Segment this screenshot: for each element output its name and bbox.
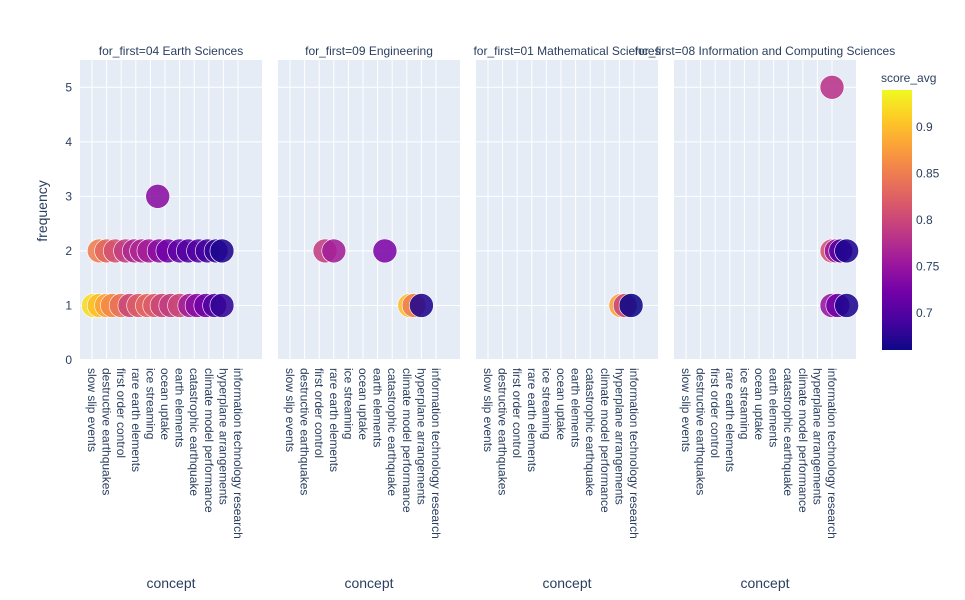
x-tick-label: slow slip events xyxy=(283,368,297,452)
x-tick-label: rare earth elements xyxy=(327,368,341,472)
data-point xyxy=(145,184,170,209)
colorbar: score_avg 0.7 0.75 0.8 0.85 0.9 xyxy=(881,71,940,350)
colorbar-tick-label: 0.7 xyxy=(916,306,933,320)
x-tick-label: catastrophic earthquake xyxy=(385,368,399,496)
x-tick-label: destructive earthquakes xyxy=(100,368,114,495)
y-tick-label: 2 xyxy=(65,244,72,258)
x-tick-label: catastrophic earthquake xyxy=(781,368,795,496)
x-tick-label: slow slip events xyxy=(85,368,99,452)
x-tick-label: ice streaming xyxy=(539,368,553,439)
facet-points xyxy=(81,184,235,318)
x-tick-label: climate model performance xyxy=(202,368,216,513)
facet-panel: for_first=09 Engineering slow slip events… xyxy=(278,44,460,591)
x-tick-label: hyperplane arrangements xyxy=(216,368,230,505)
facet-title: for_first=08 Information and Computing S… xyxy=(635,44,895,58)
facet-panel: for_first=08 Information and Computing S… xyxy=(635,44,895,591)
facet-title: for_first=04 Earth Sciences xyxy=(99,44,243,58)
x-tick-label: information technology research xyxy=(429,368,443,539)
data-point xyxy=(819,74,845,100)
y-tick-label: 1 xyxy=(65,298,72,312)
plot-background xyxy=(278,60,460,360)
x-tick-label: rare earth elements xyxy=(525,368,539,472)
x-tick-label: hyperplane arrangements xyxy=(810,368,824,505)
y-tick-label: 0 xyxy=(65,353,72,367)
colorbar-tick-label: 0.85 xyxy=(916,167,940,181)
x-tick-label: earth elements xyxy=(569,368,583,447)
x-tick-label: information technology research xyxy=(231,368,245,539)
x-tick-label: first order control xyxy=(312,368,326,458)
facet-panel: for_first=04 Earth Sciences slow slip eve… xyxy=(80,44,262,591)
facet-title: for_first=09 Engineering xyxy=(305,44,433,58)
y-tick-label: 3 xyxy=(65,189,72,203)
x-tick-label: first order control xyxy=(114,368,128,458)
y-axis: 0 1 2 3 4 5 xyxy=(65,80,72,367)
facet-points xyxy=(312,238,434,318)
x-tick-label: destructive earthquakes xyxy=(298,368,312,495)
x-tick-label: catastrophic earthquake xyxy=(583,368,597,496)
y-tick-label: 5 xyxy=(65,80,72,94)
data-point xyxy=(372,238,398,264)
x-tick-label: hyperplane arrangements xyxy=(612,368,626,505)
colorbar-tick-label: 0.9 xyxy=(916,120,933,134)
colorbar-gradient xyxy=(882,90,912,350)
facet-points xyxy=(819,74,859,318)
x-tick-label: ocean uptake xyxy=(158,368,172,440)
x-tick-label: earth elements xyxy=(767,368,781,447)
x-tick-label: rare earth elements xyxy=(129,368,143,472)
x-axis-title: concept xyxy=(542,575,591,591)
x-tick-label: ocean uptake xyxy=(356,368,370,440)
x-axis-title: concept xyxy=(740,575,789,591)
data-point xyxy=(209,293,235,318)
x-tick-label: ice streaming xyxy=(737,368,751,439)
x-axis-title: concept xyxy=(146,575,195,591)
data-point xyxy=(409,293,434,318)
x-axis-title: concept xyxy=(344,575,393,591)
y-tick-label: 4 xyxy=(65,135,72,149)
x-tick-label: ocean uptake xyxy=(554,368,568,440)
data-point xyxy=(209,238,235,264)
facet-points xyxy=(608,293,644,318)
x-tick-label: slow slip events xyxy=(481,368,495,452)
x-tick-label: slow slip events xyxy=(679,368,693,452)
colorbar-tick-label: 0.8 xyxy=(916,213,933,227)
data-point xyxy=(834,238,859,264)
x-tick-label: first order control xyxy=(510,368,524,458)
x-tick-label: ice streaming xyxy=(143,368,157,439)
x-tick-label: destructive earthquakes xyxy=(496,368,510,495)
colorbar-tick-label: 0.75 xyxy=(916,259,940,273)
colorbar-title: score_avg xyxy=(881,71,936,85)
x-tick-label: information technology research xyxy=(825,368,839,539)
data-point xyxy=(321,238,347,264)
x-tick-label: earth elements xyxy=(371,368,385,447)
x-tick-label: ocean uptake xyxy=(752,368,766,440)
x-tick-label: climate model performance xyxy=(796,368,810,513)
x-tick-label: ice streaming xyxy=(341,368,355,439)
facet-panel: for_first=01 Mathematical Sciences slow s… xyxy=(473,44,660,591)
x-tick-label: hyperplane arrangements xyxy=(414,368,428,505)
y-axis-title: frequency xyxy=(34,180,50,241)
x-tick-label: first order control xyxy=(708,368,722,458)
x-tick-label: rare earth elements xyxy=(723,368,737,472)
x-tick-label: information technology research xyxy=(627,368,641,539)
x-tick-label: climate model performance xyxy=(598,368,612,513)
facet-panels: for_first=04 Earth Sciences slow slip eve… xyxy=(80,44,895,591)
x-tick-label: earth elements xyxy=(173,368,187,447)
x-tick-label: climate model performance xyxy=(400,368,414,513)
x-tick-label: catastrophic earthquake xyxy=(187,368,201,496)
x-tick-label: destructive earthquakes xyxy=(694,368,708,495)
data-point xyxy=(618,293,644,318)
facet-title: for_first=01 Mathematical Sciences xyxy=(473,44,660,58)
data-point xyxy=(834,293,859,318)
